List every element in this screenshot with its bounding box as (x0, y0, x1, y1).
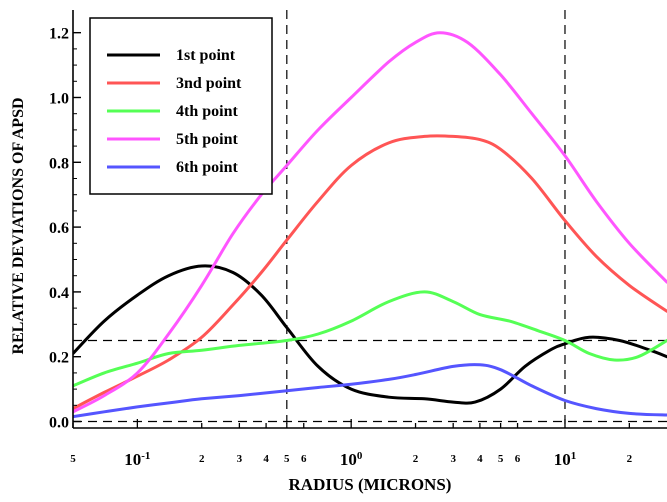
y-tick-label: 0.8 (49, 155, 69, 172)
legend-label: 6th point (176, 159, 238, 176)
series-lines (73, 31, 667, 419)
x-tick-label: 3 (450, 453, 456, 465)
legend-label: 1st point (176, 47, 236, 64)
x-tick-label: 5 (284, 453, 290, 465)
x-tick-label: 2 (199, 453, 205, 465)
y-tick-label: 0.4 (49, 285, 69, 302)
x-tick-label: 2 (627, 453, 633, 465)
x-tick-label: 3 (237, 453, 243, 465)
legend-box (89, 17, 273, 195)
x-axis-title: RADIUS (MICRONS) (289, 475, 452, 494)
x-tick-label: 101 (554, 450, 577, 469)
legend-label: 3nd point (176, 75, 242, 92)
legend-label: 5th point (176, 131, 238, 148)
axes: 0.00.20.40.60.81.01.25 10-1 2 3 4 5 6 100 2 3 4 5 6 1… (49, 10, 667, 469)
x-tick-label: 4 (263, 453, 269, 465)
y-tick-label: 0.0 (49, 415, 69, 432)
y-tick-label: 1.0 (49, 90, 69, 107)
y-tick-label: 1.2 (49, 26, 69, 43)
x-tick-label: 4 (477, 453, 483, 465)
series-line-5 (73, 363, 667, 419)
series-line-4 (73, 31, 667, 414)
legend-label: 4th point (176, 103, 238, 120)
legend: 1st point 3nd point 4th point 5th point 6th … (89, 17, 273, 195)
series-line-2 (73, 134, 667, 411)
x-tick-label: 6 (515, 453, 521, 465)
y-axis-title: RELATIVE DEVIATIONS OF APSD (10, 97, 27, 354)
series-line-3 (73, 290, 667, 388)
y-tick-label: 0.6 (49, 220, 69, 237)
x-tick-label: 6 (301, 453, 307, 465)
series-line-1 (73, 264, 667, 405)
x-tick-label: 2 (413, 453, 419, 465)
x-tick-label: 100 (340, 450, 363, 469)
x-tick-label: 5 (70, 453, 76, 465)
x-tick-label: 10-1 (124, 450, 150, 469)
y-tick-label: 0.2 (49, 350, 69, 367)
x-tick-label: 5 (498, 453, 504, 465)
